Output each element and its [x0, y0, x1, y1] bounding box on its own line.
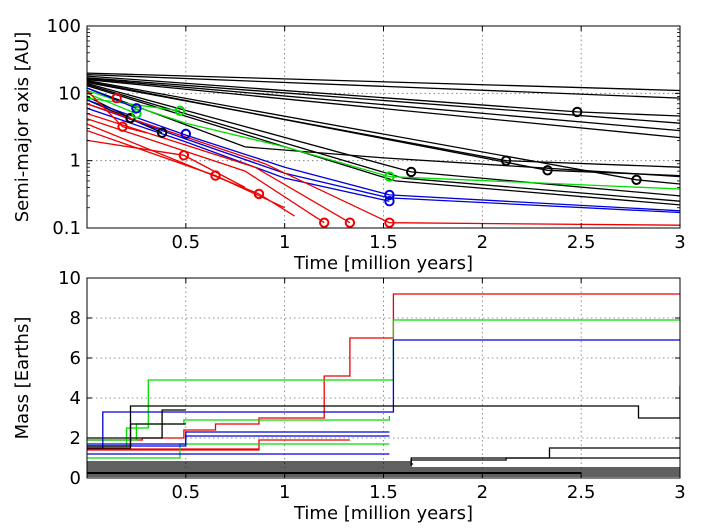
panel-top: 0.5 1 1.5 2 2.5 3 0.1 1 10 100 Time [million years… — [12, 16, 686, 274]
marker-black — [156, 127, 168, 138]
x-tick-label: 0.5 — [172, 232, 201, 253]
x-tick-label: 2.5 — [567, 232, 596, 253]
series-line-black-03 — [87, 75, 680, 117]
marker-red — [117, 121, 128, 132]
marker-red — [253, 188, 265, 200]
marker-blue — [384, 196, 395, 207]
marker-blue — [131, 103, 142, 114]
marker-red — [344, 217, 356, 228]
marker-black — [542, 165, 553, 176]
y-tick-label: 0.1 — [52, 218, 81, 239]
series-line-red-3 — [87, 118, 325, 224]
series-line-red-4 — [87, 123, 295, 217]
series-line-black-05 — [87, 78, 680, 132]
series-line-red-7 — [87, 90, 147, 134]
x-tick-label: 3 — [674, 482, 685, 503]
marker-green — [131, 108, 142, 119]
series-line-black-15 — [87, 87, 680, 178]
marker-red — [178, 150, 190, 161]
x-tick-label: 1 — [279, 232, 290, 253]
marker-red — [319, 217, 330, 228]
series-line-green-3 — [87, 443, 390, 459]
x-tick-label: 2.5 — [567, 482, 596, 503]
y-tick-label: 8 — [70, 308, 81, 329]
marker-black — [500, 155, 512, 166]
y-tick-label: 100 — [47, 16, 81, 37]
series-group — [87, 72, 680, 226]
x-tick-label: 0.5 — [172, 482, 201, 503]
y-tick-label: 10 — [58, 268, 81, 289]
x-tick-label: 1.5 — [369, 232, 398, 253]
x-tick-label: 3 — [674, 232, 685, 253]
series-line-red-6 — [87, 139, 246, 189]
series-line-black-12 — [87, 85, 680, 206]
series-line-black-02 — [87, 73, 680, 99]
marker-black — [572, 106, 583, 118]
x-axis-label: Time [million years] — [293, 503, 473, 524]
y-tick-label: 4 — [70, 388, 81, 409]
y-tick-label: 2 — [70, 428, 81, 449]
marker-blue — [384, 189, 395, 201]
series-line-black-11 — [87, 83, 680, 202]
series-line-black-3 — [87, 423, 186, 449]
series-line-black-1 — [87, 386, 680, 447]
series-line-blue-1 — [87, 99, 680, 212]
marker-blue — [180, 128, 192, 140]
y-tick-label: 1 — [70, 151, 81, 172]
series-line-black-07 — [87, 79, 680, 185]
series-group — [87, 293, 680, 477]
series-line-blue-3 — [87, 107, 390, 202]
series-line-green-1 — [87, 89, 680, 190]
series-line-black-04 — [87, 77, 680, 124]
y-tick-label: 10 — [58, 83, 81, 104]
marker-black — [405, 166, 417, 178]
series-line-black-01 — [87, 72, 680, 92]
marker-black — [631, 174, 642, 185]
panel-bottom: 0.5 1 1.5 2 2.5 3 0 2 4 6 8 10 Time [million years] M… — [12, 268, 686, 524]
y-axis-label: Mass [Earths] — [12, 317, 33, 440]
series-line-red-main — [87, 293, 680, 441]
series-line-blue-main — [87, 339, 680, 449]
series-line-green-2 — [87, 92, 137, 115]
marker-red — [384, 217, 395, 228]
series-line-black-10 — [87, 82, 680, 197]
markers — [111, 92, 642, 228]
ticks: 0.5 1 1.5 2 2.5 3 0.1 1 10 100 — [47, 16, 686, 253]
series-line-black-09 — [87, 81, 680, 168]
marker-green — [174, 105, 186, 117]
series-line-red-stub-1 — [87, 439, 350, 451]
series-line-black-5 — [87, 457, 680, 463]
x-tick-label: 1 — [279, 482, 290, 503]
marker-red — [111, 92, 122, 104]
y-tick-label: 0 — [70, 468, 81, 489]
y-axis-label: Semi-major axis [AU] — [12, 32, 33, 223]
x-tick-label: 1.5 — [369, 482, 398, 503]
y-tick-label: 6 — [70, 348, 81, 369]
series-line-red-1 — [87, 103, 680, 226]
ticks: 0.5 1 1.5 2 2.5 3 0 2 4 6 8 10 — [58, 268, 686, 503]
marker-red — [210, 170, 221, 181]
x-tick-label: 2 — [477, 482, 488, 503]
x-axis-label: Time [million years] — [293, 253, 473, 274]
series-line-black-06 — [87, 78, 680, 139]
marker-green — [384, 171, 395, 182]
series-line-blue-3 — [87, 435, 390, 447]
x-tick-label: 2 — [477, 232, 488, 253]
